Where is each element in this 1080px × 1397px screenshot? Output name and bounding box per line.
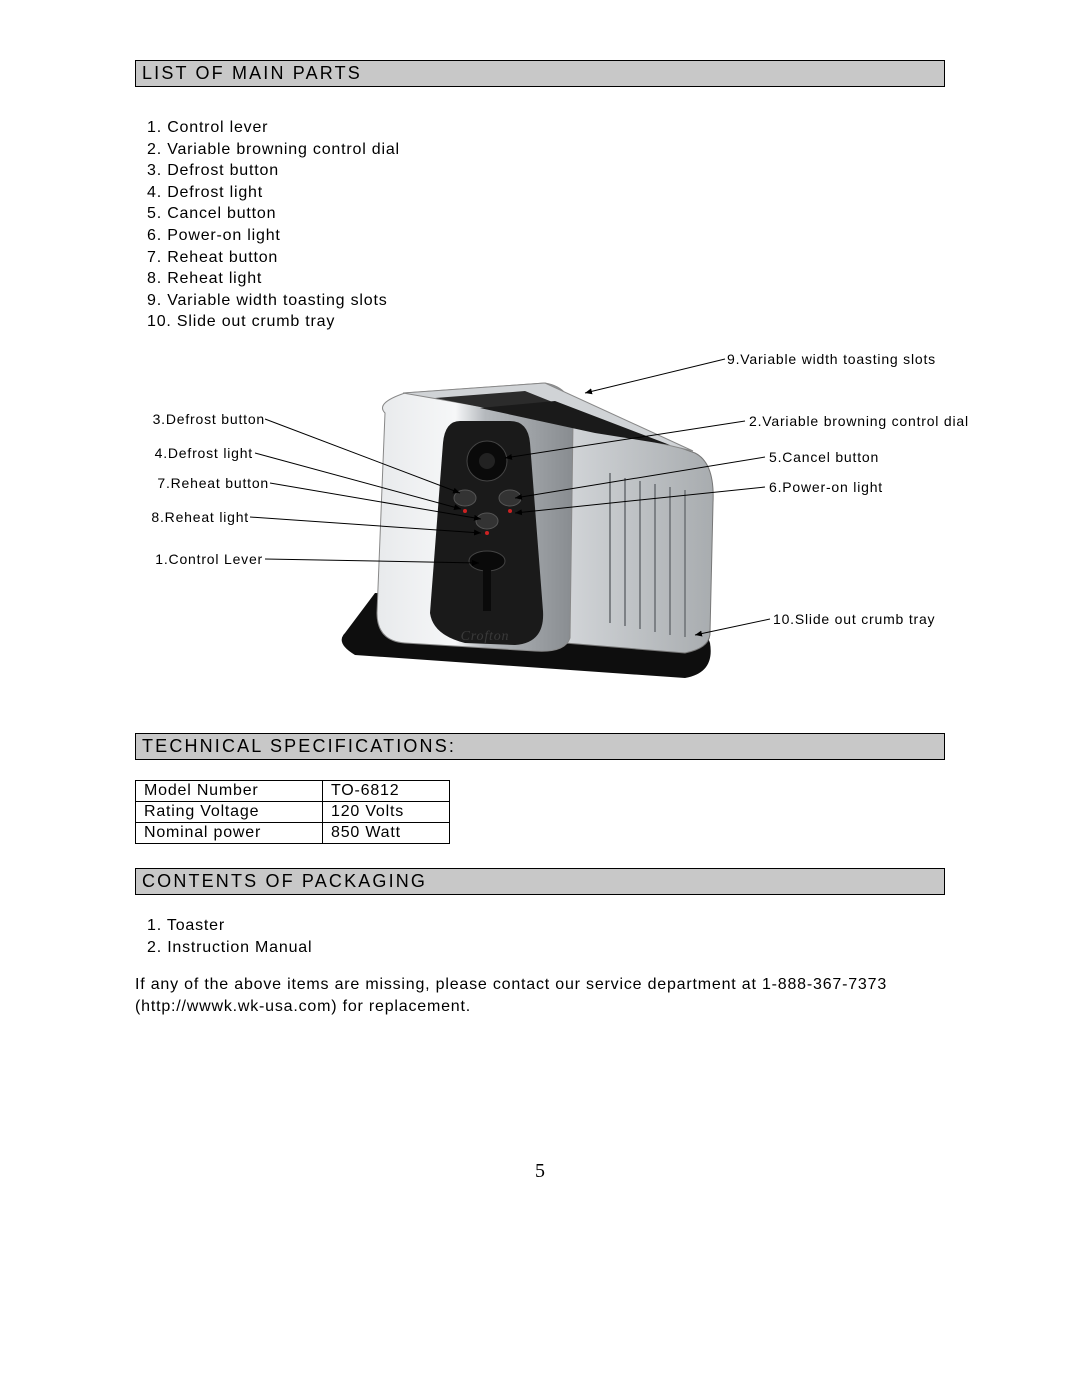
- contents-list: 1. Toaster 2. Instruction Manual: [135, 915, 945, 958]
- callout-label: 3.Defrost button: [153, 411, 265, 427]
- missing-items-note: If any of the above items are missing, p…: [135, 974, 945, 1017]
- contents-item: 2. Instruction Manual: [147, 937, 945, 959]
- specs-table: Model Number TO-6812 Rating Voltage 120 …: [135, 780, 450, 844]
- part-item: 2. Variable browning control dial: [147, 139, 945, 161]
- callout-lines: [135, 343, 945, 703]
- callout-label: 1.Control Lever: [155, 551, 263, 567]
- part-item: 9. Variable width toasting slots: [147, 290, 945, 312]
- callout-label: 4.Defrost light: [155, 445, 253, 461]
- part-item: 6. Power-on light: [147, 225, 945, 247]
- spec-val: 850 Watt: [323, 822, 450, 843]
- callout-label: 2.Variable browning control dial: [749, 413, 969, 429]
- contents-item: 1. Toaster: [147, 915, 945, 937]
- part-item: 7. Reheat button: [147, 247, 945, 269]
- callout-label: 7.Reheat button: [157, 475, 269, 491]
- spec-key: Rating Voltage: [136, 801, 323, 822]
- spec-key: Nominal power: [136, 822, 323, 843]
- callout-label: 9.Variable width toasting slots: [727, 351, 936, 367]
- callout-label: 10.Slide out crumb tray: [773, 611, 935, 627]
- section-header-specs: TECHNICAL SPECIFICATIONS:: [135, 733, 945, 760]
- part-item: 4. Defrost light: [147, 182, 945, 204]
- table-row: Model Number TO-6812: [136, 780, 450, 801]
- section-header-parts: LIST OF MAIN PARTS: [135, 60, 945, 87]
- part-item: 10. Slide out crumb tray: [147, 311, 945, 333]
- part-item: 1. Control lever: [147, 117, 945, 139]
- table-row: Rating Voltage 120 Volts: [136, 801, 450, 822]
- part-item: 8. Reheat light: [147, 268, 945, 290]
- toaster-diagram: Crofton 3.Defrost button 4.Defrost lig: [135, 343, 945, 703]
- table-row: Nominal power 850 Watt: [136, 822, 450, 843]
- page-number: 5: [0, 1160, 1080, 1183]
- spec-key: Model Number: [136, 780, 323, 801]
- section-header-contents: CONTENTS OF PACKAGING: [135, 868, 945, 895]
- spec-val: TO-6812: [323, 780, 450, 801]
- callout-label: 6.Power-on light: [769, 479, 883, 495]
- part-item: 3. Defrost button: [147, 160, 945, 182]
- spec-val: 120 Volts: [323, 801, 450, 822]
- part-item: 5. Cancel button: [147, 203, 945, 225]
- callout-label: 5.Cancel button: [769, 449, 879, 465]
- parts-list: 1. Control lever 2. Variable browning co…: [135, 117, 945, 333]
- callout-label: 8.Reheat light: [151, 509, 249, 525]
